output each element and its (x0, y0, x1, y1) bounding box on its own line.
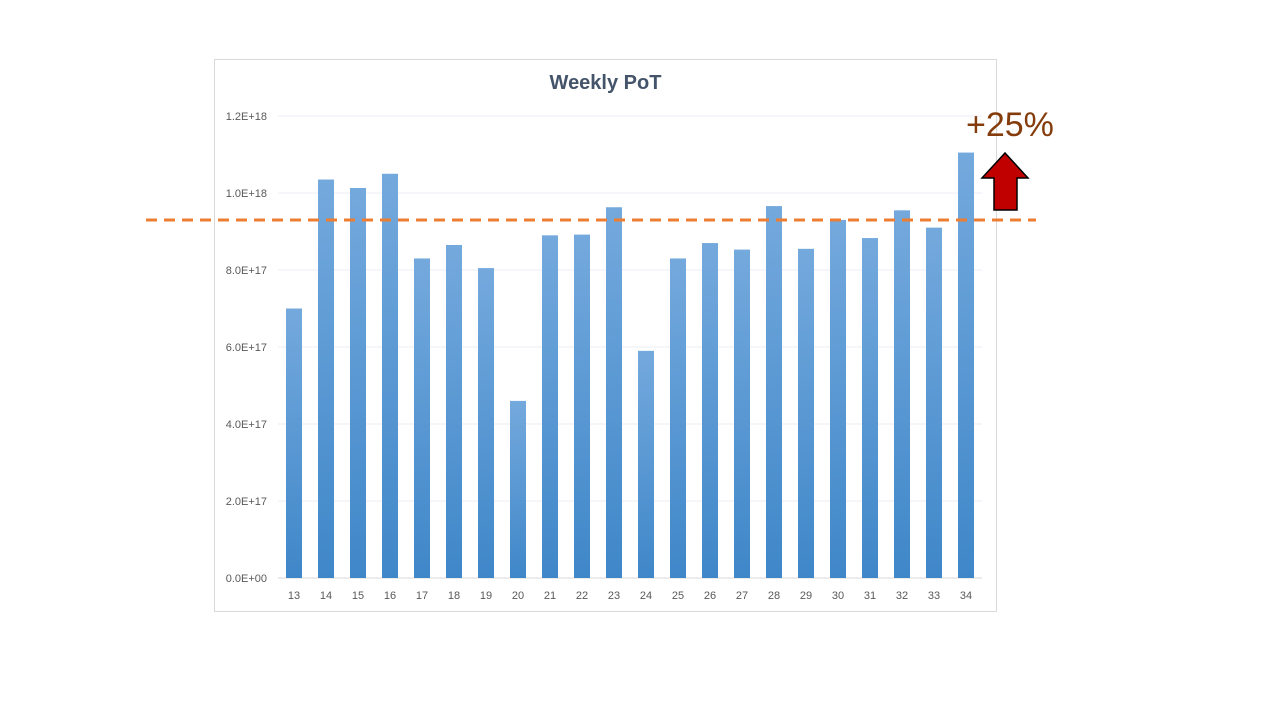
bar-week-29 (798, 248, 814, 578)
x-tick-label: 18 (448, 590, 460, 602)
x-tick-label: 32 (896, 590, 908, 602)
x-tick-label: 19 (480, 590, 492, 602)
bar-week-25 (670, 258, 686, 578)
x-tick-label: 33 (928, 590, 940, 602)
bars (286, 152, 974, 579)
x-tick-label: 17 (416, 590, 428, 602)
x-tick-label: 26 (704, 590, 716, 602)
bar-week-31 (862, 238, 878, 579)
bar-week-27 (734, 249, 750, 578)
x-tick-label: 27 (736, 590, 748, 602)
bar-week-19 (478, 268, 494, 578)
x-tick-label: 16 (384, 590, 396, 602)
bar-week-26 (702, 243, 718, 579)
bar-week-23 (606, 207, 622, 578)
y-tick-label: 2.0E+17 (226, 496, 267, 508)
x-tick-label: 34 (960, 590, 972, 602)
x-tick-label: 31 (864, 590, 876, 602)
bar-week-20 (510, 400, 526, 578)
bar-week-32 (894, 210, 910, 578)
x-tick-label: 25 (672, 590, 684, 602)
y-axis-tick-labels: 0.0E+00 2.0E+17 4.0E+17 6.0E+17 8.0E+17 1.0E+… (226, 111, 267, 585)
x-tick-label: 22 (576, 590, 588, 602)
bar-week-33 (926, 227, 942, 578)
bar-week-21 (542, 235, 558, 578)
bar-week-34 (958, 152, 974, 578)
x-tick-label: 13 (288, 590, 300, 602)
bar-week-24 (638, 350, 654, 578)
y-tick-label: 6.0E+17 (226, 342, 267, 354)
x-tick-label: 28 (768, 590, 780, 602)
annotation-percent-label: +25% (966, 106, 1054, 144)
bar-week-13 (286, 308, 302, 578)
x-tick-label: 15 (352, 590, 364, 602)
bar-week-14 (318, 179, 334, 578)
bar-week-18 (446, 244, 462, 578)
up-arrow-group (980, 151, 1030, 211)
y-tick-label: 1.2E+18 (226, 111, 267, 123)
y-tick-label: 4.0E+17 (226, 419, 267, 431)
chart-title: Weekly PoT (549, 72, 662, 94)
x-tick-label: 29 (800, 590, 812, 602)
x-tick-label: 30 (832, 590, 844, 602)
bar-week-30 (830, 219, 846, 578)
bar-week-16 (382, 173, 398, 578)
bar-week-28 (766, 206, 782, 578)
x-tick-label: 20 (512, 590, 524, 602)
y-tick-label: 0.0E+00 (226, 573, 267, 585)
up-arrow-icon (980, 151, 1030, 211)
bar-week-17 (414, 258, 430, 578)
bar-week-22 (574, 234, 590, 578)
x-tick-label: 24 (640, 590, 652, 602)
x-tick-label: 14 (320, 590, 332, 602)
x-axis-tick-labels: 13 14 15 16 17 18 19 20 21 22 23 24 25 26 27 28 29 30 31 32… (288, 590, 972, 602)
y-tick-label: 8.0E+17 (226, 265, 267, 277)
y-tick-label: 1.0E+18 (226, 188, 267, 200)
bar-week-15 (350, 187, 366, 578)
x-tick-label: 21 (544, 590, 556, 602)
x-tick-label: 23 (608, 590, 620, 602)
